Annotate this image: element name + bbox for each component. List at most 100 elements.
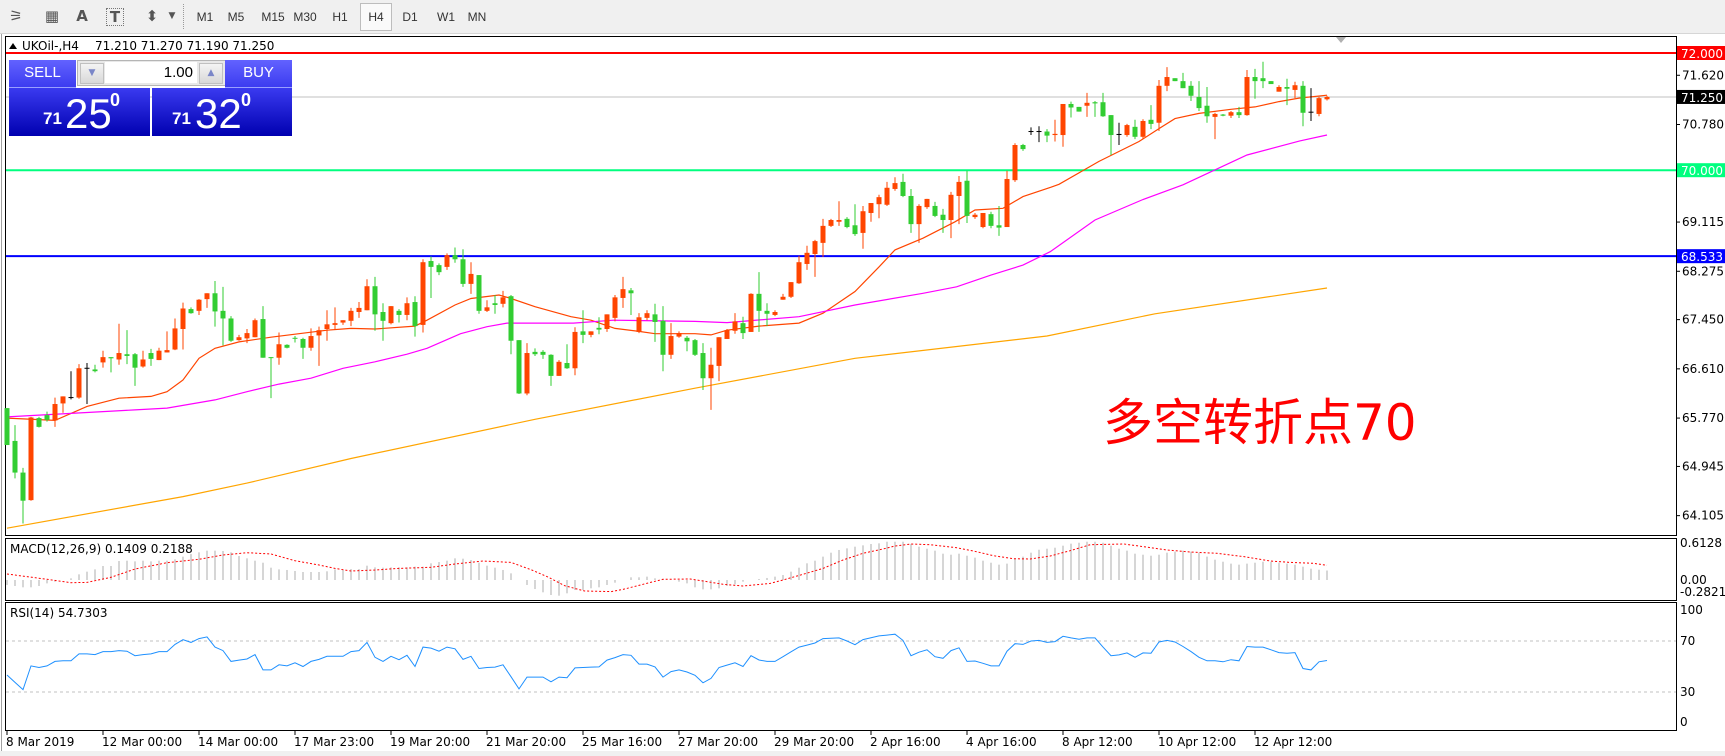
candle-body: [900, 181, 906, 196]
candle-body: [124, 354, 130, 356]
candle-body: [828, 220, 834, 226]
timeframe-h1[interactable]: H1: [332, 10, 348, 24]
candle-body: [892, 183, 898, 189]
sell-button[interactable]: SELL: [9, 60, 76, 88]
sell-price-pips: 25: [65, 90, 112, 137]
timeframe-w1[interactable]: W1: [437, 10, 455, 24]
candle-body: [844, 218, 850, 228]
candle-body: [148, 353, 154, 359]
candle-body: [1156, 85, 1162, 123]
toolbar: ⚞ ▦ A T ⬍ ▼ M1 M5 M15 M30 H1 H4 D1 W1 MN: [0, 0, 1725, 34]
candle-body: [1140, 120, 1146, 137]
candle-body: [748, 293, 754, 332]
candle-body: [596, 327, 602, 330]
level-price-tag: [1677, 46, 1725, 60]
time-axis-label: 10 Apr 12:00: [1158, 735, 1236, 749]
candle-body: [4, 408, 10, 446]
candle-body: [196, 299, 202, 311]
time-axis-label: 4 Apr 16:00: [966, 735, 1037, 749]
candle-body: [340, 320, 346, 323]
rsi-panel-frame: [5, 602, 1677, 731]
candle-body: [548, 354, 554, 376]
time-axis-label: 2 Apr 16:00: [870, 735, 941, 749]
candle-body: [860, 211, 866, 233]
candle-body: [1052, 133, 1058, 136]
arrows-icon[interactable]: ⬍: [145, 7, 159, 25]
timeframe-h4[interactable]: H4: [360, 3, 392, 31]
buy-price-display[interactable]: 71 32 0: [152, 88, 292, 137]
timeframe-m30[interactable]: M30: [293, 10, 317, 24]
ohlc-values: 71.210 71.270 71.190 71.250: [95, 39, 274, 53]
candle-body: [172, 328, 178, 350]
buy-price-fraction: 0: [241, 90, 252, 110]
candle-body: [284, 344, 290, 348]
candle-body: [708, 364, 714, 379]
sell-price-fraction: 0: [110, 90, 121, 110]
candle-body: [1188, 85, 1194, 96]
text-icon[interactable]: A: [76, 7, 88, 25]
candle-body: [28, 417, 34, 501]
candle-body: [772, 312, 778, 315]
candle-body: [396, 310, 402, 315]
candle-body: [52, 404, 58, 421]
candle-body: [780, 296, 786, 300]
bid-price-tag: [1677, 89, 1725, 104]
timeframe-m1[interactable]: M1: [196, 10, 214, 24]
symbol-label: UKOil-,H4: [22, 39, 79, 53]
macd-axis-label: 0.00: [1680, 573, 1707, 587]
candle-body: [1196, 96, 1202, 109]
candle-body: [324, 324, 330, 330]
level-price-tag: [1677, 249, 1725, 264]
candle-body: [100, 357, 106, 363]
candle-body: [788, 282, 794, 297]
sell-price-display[interactable]: 71 25 0: [9, 88, 150, 137]
candle-body: [60, 396, 66, 404]
candle-body: [356, 307, 362, 313]
lot-decrease-button[interactable]: ▼: [80, 63, 104, 84]
chart-shift-marker-icon[interactable]: [1336, 37, 1346, 43]
fibonacci-icon[interactable]: ▦: [44, 7, 60, 25]
candle-body: [140, 359, 146, 367]
candle-body: [628, 290, 634, 294]
macd-axis-label: -0.2821: [1680, 585, 1725, 599]
text-label-icon[interactable]: T: [106, 8, 124, 26]
timeframe-m5[interactable]: M5: [227, 10, 245, 24]
candle-body: [612, 297, 618, 318]
timeframe-m15[interactable]: M15: [261, 10, 285, 24]
candle-body: [1084, 102, 1090, 106]
candle-body: [508, 296, 514, 341]
timeframe-d1[interactable]: D1: [402, 10, 418, 24]
candle-body: [988, 214, 994, 226]
candle-body: [660, 320, 666, 355]
candle-body: [540, 351, 546, 355]
candle-body: [44, 415, 50, 420]
candle-body: [924, 198, 930, 208]
candle-body: [460, 259, 466, 284]
macd-axis-label: 0.6128: [1680, 536, 1722, 550]
candle-body: [1300, 85, 1306, 113]
candle-body: [332, 323, 338, 325]
candle-body: [1260, 78, 1266, 82]
candle-body: [620, 289, 626, 298]
candle-body: [1244, 77, 1250, 116]
sell-price-prefix: 71: [43, 109, 62, 128]
price-axis-label: 65.770: [1682, 411, 1724, 425]
lot-increase-button[interactable]: ▲: [199, 63, 223, 84]
candle-body: [868, 203, 874, 213]
candle-body: [204, 293, 210, 300]
elliott-wave-icon[interactable]: ⚞: [9, 7, 23, 25]
time-axis-label: 14 Mar 00:00: [198, 735, 278, 749]
candle-body: [436, 265, 442, 273]
candle-body: [92, 369, 98, 372]
lot-size-input[interactable]: [105, 62, 197, 83]
buy-button[interactable]: BUY: [225, 60, 292, 88]
timeframe-mn[interactable]: MN: [467, 10, 487, 24]
time-axis-label: 12 Apr 12:00: [1254, 735, 1332, 749]
candle-body: [108, 357, 114, 359]
time-axis-label: 12 Mar 00:00: [102, 735, 182, 749]
time-axis-label: 17 Mar 23:00: [294, 735, 374, 749]
candle-body: [212, 293, 218, 312]
chevron-down-icon[interactable]: ▼: [168, 11, 176, 21]
rsi-line: [6, 633, 1328, 691]
